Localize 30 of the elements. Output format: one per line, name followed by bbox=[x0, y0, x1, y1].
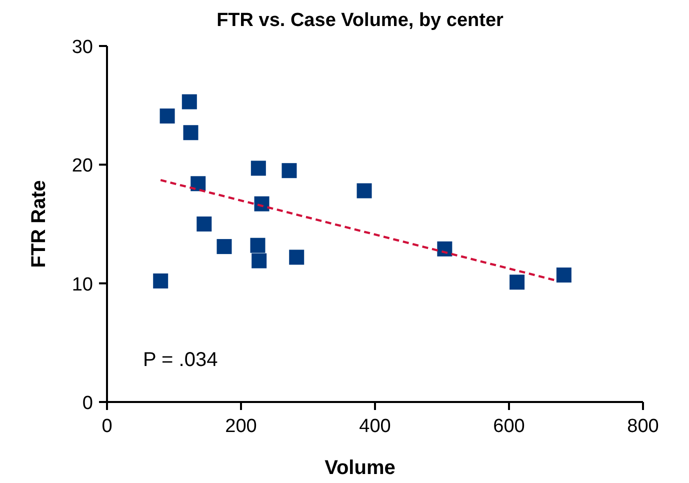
x-axis-title: Volume bbox=[324, 457, 396, 479]
point bbox=[250, 238, 266, 253]
point bbox=[153, 273, 168, 288]
y-tick-label: 20 bbox=[72, 156, 93, 177]
point bbox=[289, 250, 304, 265]
x-tick-label: 600 bbox=[493, 416, 525, 437]
point bbox=[250, 160, 266, 176]
point bbox=[183, 125, 198, 140]
point bbox=[510, 274, 525, 290]
point bbox=[556, 268, 572, 283]
point bbox=[356, 183, 372, 198]
x-tick-label: 400 bbox=[359, 416, 391, 437]
y-tick-label: 10 bbox=[72, 274, 93, 296]
annotation: P = .034 bbox=[143, 349, 218, 371]
point bbox=[282, 163, 297, 178]
point bbox=[196, 216, 212, 232]
chart-title: FTR vs. Case Volume, by center bbox=[216, 10, 504, 31]
point bbox=[216, 239, 232, 254]
point bbox=[190, 176, 206, 192]
point bbox=[182, 94, 197, 110]
point bbox=[254, 196, 270, 212]
y-tick-label: 30 bbox=[72, 37, 93, 58]
x-tick-label: 200 bbox=[225, 416, 257, 437]
point bbox=[437, 241, 452, 256]
x-tick-label: 0 bbox=[102, 416, 112, 437]
x-tick-label: 800 bbox=[627, 416, 659, 437]
point bbox=[160, 108, 175, 124]
point bbox=[252, 253, 267, 268]
y-axis-title: FTR Rate bbox=[28, 180, 50, 268]
y-tick-label: 0 bbox=[82, 393, 93, 414]
